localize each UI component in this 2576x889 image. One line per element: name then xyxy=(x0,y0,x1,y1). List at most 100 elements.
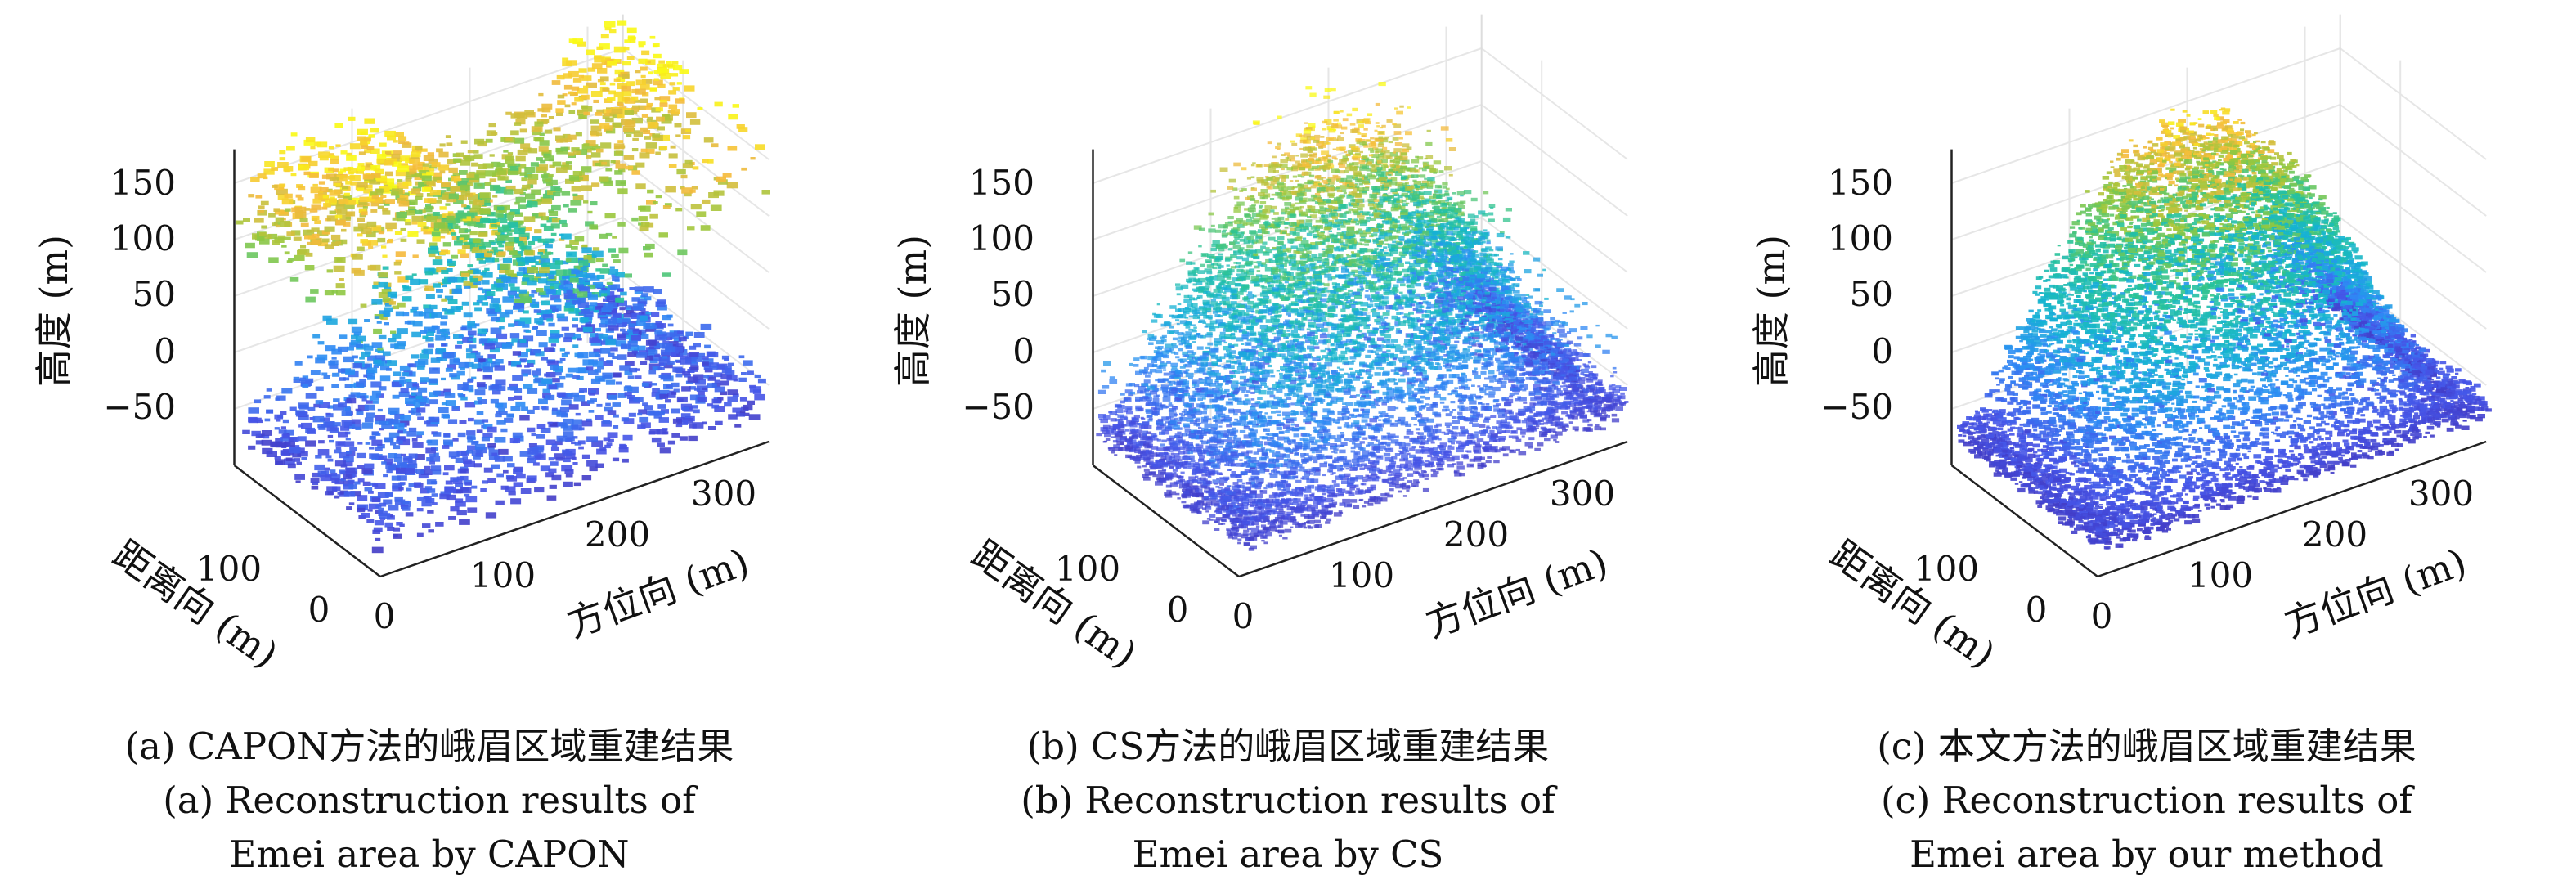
cloud-point xyxy=(527,148,538,154)
cloud-point xyxy=(562,93,568,97)
cloud-point xyxy=(400,227,406,231)
cloud-point xyxy=(542,175,553,182)
cloud-point xyxy=(1309,214,1317,219)
cloud-point xyxy=(675,208,683,212)
cloud-point xyxy=(517,340,528,348)
cloud-point xyxy=(518,242,525,247)
cloud-point xyxy=(266,388,272,392)
cloud-point xyxy=(621,343,631,350)
cloud-point xyxy=(412,321,423,327)
cloud-point xyxy=(463,312,473,318)
cloud-point xyxy=(586,258,596,264)
cloud-point xyxy=(516,473,526,479)
cloud-point xyxy=(556,313,565,318)
cloud-point xyxy=(682,135,691,140)
cloud-point xyxy=(288,258,294,262)
cloud-point xyxy=(499,312,510,318)
cloud-point xyxy=(525,227,532,231)
cloud-point xyxy=(579,317,589,323)
cloud-point xyxy=(635,130,640,133)
cloud-point xyxy=(549,263,561,270)
cloud-point xyxy=(743,360,753,366)
cloud-point xyxy=(335,204,345,209)
cloud-point xyxy=(637,345,646,351)
cloud-point xyxy=(1216,478,1220,480)
cloud-point xyxy=(318,191,324,194)
cloud-point xyxy=(485,257,495,263)
cloud-point xyxy=(444,487,456,493)
cloud-point xyxy=(510,361,522,367)
cloud-point xyxy=(348,484,357,490)
cloud-point xyxy=(643,130,651,134)
cloud-point xyxy=(541,310,550,315)
cloud-point xyxy=(1601,411,1607,415)
cloud-point xyxy=(424,308,434,314)
cloud-point xyxy=(1430,350,1436,354)
cloud-point xyxy=(645,60,651,64)
cloud-point xyxy=(554,382,564,388)
cloud-point xyxy=(565,373,573,378)
cloud-point xyxy=(437,294,442,299)
cloud-point xyxy=(272,222,278,226)
cloud-point xyxy=(490,224,497,228)
cloud-point xyxy=(393,423,405,429)
cloud-point xyxy=(587,285,596,290)
caption-a-cn: (a) CAPON方法的峨眉区域重建结果 xyxy=(0,720,859,774)
cloud-point xyxy=(1456,461,1464,465)
cloud-point xyxy=(1411,362,1420,367)
cloud-point xyxy=(293,379,301,383)
cloud-point xyxy=(1241,451,1250,456)
cloud-point xyxy=(297,436,307,442)
cloud-point xyxy=(367,367,378,374)
cloud-point xyxy=(534,377,544,383)
cloud-point xyxy=(1573,379,1580,384)
cloud-point xyxy=(462,216,472,222)
cloud-point xyxy=(455,457,465,463)
cloud-point xyxy=(367,265,376,270)
cloud-point xyxy=(656,116,665,122)
cloud-point xyxy=(545,472,554,478)
cloud-point xyxy=(1609,384,1613,387)
cloud-point xyxy=(404,141,410,145)
cloud-point xyxy=(248,416,258,423)
cloud-point xyxy=(632,303,644,311)
cloud-point xyxy=(484,294,494,299)
cloud-point xyxy=(399,376,406,380)
cloud-point xyxy=(447,159,456,164)
cloud-point xyxy=(553,127,561,132)
cloud-point xyxy=(435,334,446,341)
cloud-point xyxy=(573,482,581,487)
cloud-point xyxy=(424,267,435,274)
cloud-point xyxy=(1128,393,1133,397)
cloud-point xyxy=(675,424,683,428)
cloud-point xyxy=(1378,141,1384,145)
cloud-point xyxy=(484,252,492,258)
cloud-point xyxy=(1349,499,1358,503)
cloud-point xyxy=(1319,357,1324,361)
cloud-point xyxy=(1336,366,1340,369)
cloud-point xyxy=(276,460,284,465)
cloud-point xyxy=(538,342,548,348)
cloud-point xyxy=(357,163,365,167)
cloud-point xyxy=(660,349,671,356)
cloud-point xyxy=(599,43,610,50)
cloud-point xyxy=(494,437,506,443)
cloud-point xyxy=(1265,249,1272,254)
cloud-point xyxy=(527,240,536,245)
cloud-point xyxy=(505,269,514,276)
cloud-point xyxy=(601,293,608,297)
cloud-point xyxy=(491,258,500,263)
cloud-point xyxy=(564,332,576,339)
cloud-point xyxy=(281,388,293,394)
cloud-point xyxy=(402,506,411,511)
cloud-point xyxy=(617,354,627,360)
cloud-point xyxy=(1350,394,1357,398)
cloud-point xyxy=(1267,415,1273,420)
cloud-point xyxy=(645,243,655,249)
cloud-point xyxy=(1485,285,1489,288)
cloud-point xyxy=(1424,158,1428,160)
cloud-point xyxy=(468,338,473,342)
cloud-point xyxy=(1297,174,1302,177)
cloud-point xyxy=(1451,442,1455,445)
cloud-point xyxy=(1351,422,1359,427)
